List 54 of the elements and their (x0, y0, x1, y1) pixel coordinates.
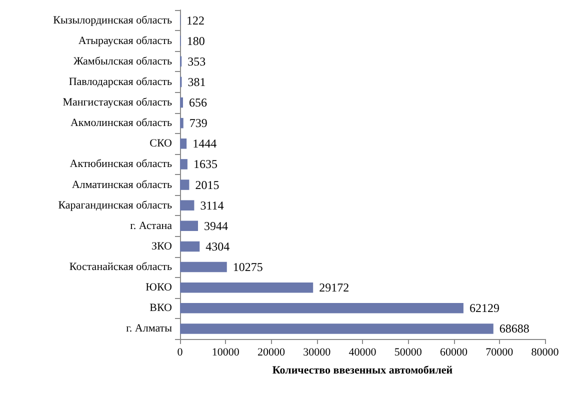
x-tick-label: 0 (177, 346, 184, 358)
bar (180, 159, 188, 170)
y-tick-label: Атырауская область (78, 34, 172, 47)
y-tick-label: СКО (150, 138, 172, 150)
y-tick-label: Павлодарская область (68, 76, 172, 88)
data-label: 656 (188, 96, 207, 110)
data-label: 2015 (195, 178, 220, 192)
data-label: 381 (188, 74, 206, 89)
bar (180, 282, 314, 293)
data-label: 62129 (469, 301, 500, 316)
y-tick-label: ВКО (150, 302, 172, 314)
y-tick-label: Костанайская область (69, 261, 172, 274)
x-tick-label: 80000 (531, 346, 560, 358)
x-tick-label: 60000 (440, 346, 468, 358)
y-tick-label: г. Алматы (126, 322, 173, 335)
y-tick-label: Карагандинская область (58, 199, 172, 212)
y-tick-label: Кызылординская область (53, 14, 172, 26)
y-tick-label: ЮКО (146, 282, 172, 294)
bar (180, 220, 198, 232)
data-label: 739 (189, 116, 208, 130)
bar (180, 138, 187, 149)
data-label: 122 (186, 13, 205, 28)
y-tick-label: г. Астана (130, 220, 172, 232)
bar (180, 324, 494, 334)
data-label: 1635 (193, 157, 218, 172)
x-axis-title: Количество ввезенных автомобилей (272, 364, 454, 376)
data-label: 3114 (200, 198, 224, 212)
x-tick-label: 30000 (303, 346, 332, 358)
data-label: 353 (188, 54, 206, 68)
x-tick-label: 20000 (258, 346, 286, 358)
y-tick-label: Акмолинская область (70, 117, 172, 130)
bar (180, 118, 184, 128)
y-tick-label: Алматинская область (72, 178, 172, 191)
data-label: 4304 (206, 239, 230, 254)
bar (180, 180, 190, 190)
data-label: 29172 (319, 280, 350, 295)
y-tick-label: Мангистауская область (62, 96, 172, 109)
y-tick-label: ЗКО (151, 240, 172, 252)
data-label: 10275 (232, 260, 263, 274)
x-tick-label: 50000 (394, 346, 422, 358)
x-tick-label: 10000 (212, 346, 240, 358)
bar (180, 262, 227, 272)
bar (180, 303, 464, 314)
y-tick-label: Актюбинская область (70, 158, 172, 170)
x-tick-label: 70000 (486, 346, 514, 358)
data-label: 3944 (204, 218, 228, 233)
y-tick-label: Жамбылская область (73, 55, 172, 68)
bar (180, 200, 194, 210)
x-tick-label: 40000 (348, 346, 377, 358)
data-label: 180 (186, 34, 205, 48)
bar (180, 241, 200, 252)
bar (180, 97, 183, 108)
data-label: 1444 (192, 136, 217, 151)
data-label: 68688 (499, 322, 530, 336)
